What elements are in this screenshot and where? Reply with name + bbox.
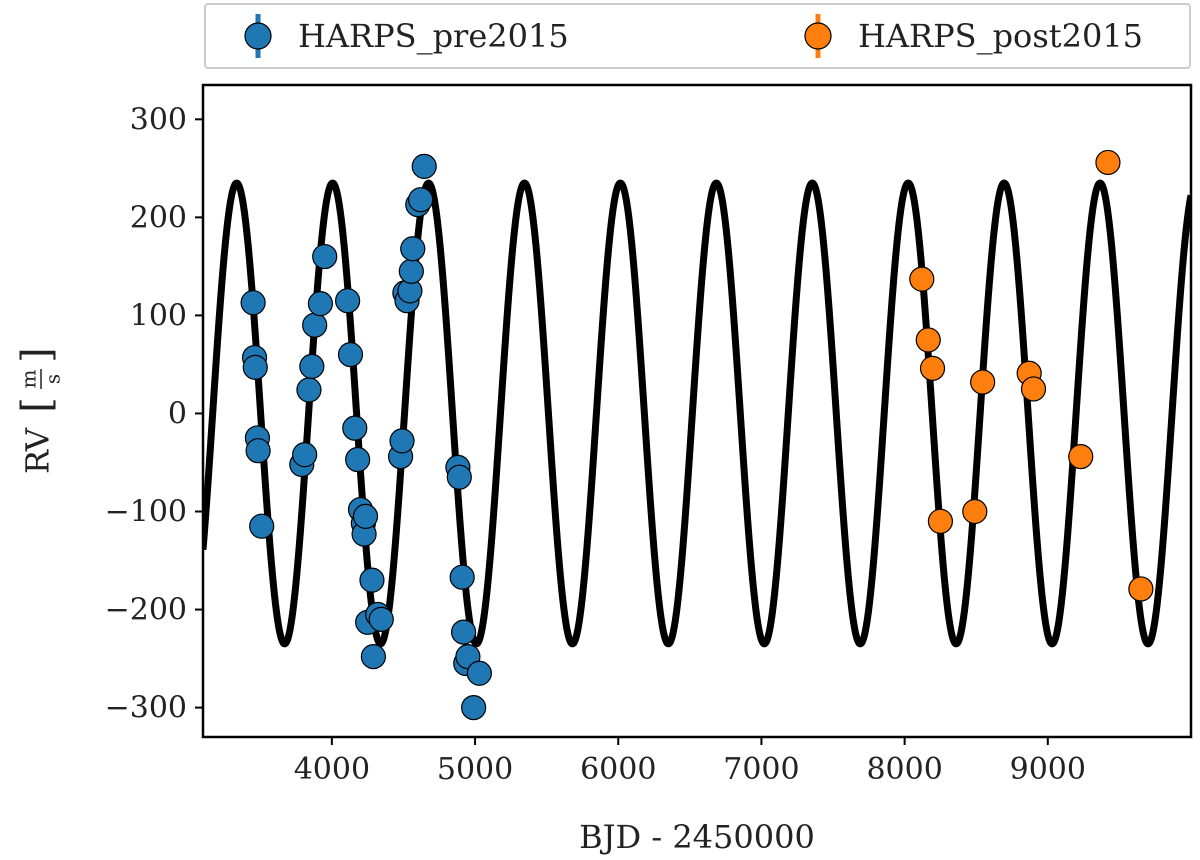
data-point-harps-pre2015-4 xyxy=(245,438,271,464)
data-point-harps-post2015-8 xyxy=(1068,443,1094,470)
data-point-harps-pre2015-35 xyxy=(411,153,437,179)
y-tick-label-200: 200 xyxy=(130,200,187,235)
data-point-harps-post2015-7 xyxy=(1020,376,1047,402)
x-tick-label-7000: 7000 xyxy=(723,752,799,787)
data-point-harps-post2015-4 xyxy=(962,498,988,525)
data-point-harps-pre2015-12 xyxy=(312,243,338,270)
x-axis-label: BJD - 2450000 xyxy=(579,818,815,856)
data-point-harps-pre2015-25 xyxy=(368,606,394,632)
y-axis-label-text: RV xyxy=(19,427,57,474)
y-tick-label--200: −200 xyxy=(105,593,187,628)
x-axis: 4000 5000 6000 7000 8000 9000 xyxy=(294,737,1086,787)
data-point-harps-pre2015-32 xyxy=(400,236,426,262)
data-point-harps-post2015-0 xyxy=(909,266,935,292)
data-point-harps-pre2015-23 xyxy=(360,643,386,670)
data-point-harps-pre2015-20 xyxy=(352,503,379,530)
data-point-harps-pre2015-42 xyxy=(461,694,487,721)
data-point-harps-pre2015-43 xyxy=(466,660,492,686)
data-point-harps-pre2015-5 xyxy=(249,513,275,539)
x-tick-label-5000: 5000 xyxy=(437,752,513,787)
y-axis-unit-bracket-left: [ xyxy=(14,397,60,413)
legend-box xyxy=(204,3,1191,69)
data-point-harps-pre2015-15 xyxy=(342,415,368,441)
data-point-harps-pre2015-22 xyxy=(359,567,385,593)
data-point-harps-post2015-1 xyxy=(915,327,941,353)
series-harps-pre2015 xyxy=(240,153,492,721)
data-point-harps-pre2015-14 xyxy=(337,342,364,368)
model-layer xyxy=(203,179,1191,648)
legend-item-harps-pre2015: HARPS_pre2015 xyxy=(244,14,569,58)
data-point-harps-pre2015-31 xyxy=(398,258,424,284)
data-point-harps-pre2015-0 xyxy=(240,290,266,316)
data-point-harps-post2015-5 xyxy=(970,369,996,395)
data-point-harps-pre2015-8 xyxy=(296,377,322,403)
y-axis-unit-bracket-right: ] xyxy=(14,347,60,363)
legend-item-harps-post2015: HARPS_post2015 xyxy=(804,14,1143,58)
y-tick-label--300: −300 xyxy=(105,691,187,726)
sine-model-curve xyxy=(203,179,1191,648)
series-harps-post2015 xyxy=(909,149,1154,602)
data-point-harps-pre2015-38 xyxy=(449,564,475,590)
data-point-harps-pre2015-10 xyxy=(302,312,328,338)
legend-label-post2015: HARPS_post2015 xyxy=(858,17,1143,55)
data-point-harps-pre2015-2 xyxy=(242,354,268,380)
x-tick-label-8000: 8000 xyxy=(866,752,942,787)
x-tick-label-9000: 9000 xyxy=(1010,752,1086,787)
data-point-harps-pre2015-11 xyxy=(307,291,334,317)
legend-marker-pre2015 xyxy=(244,22,272,50)
y-tick-label--100: −100 xyxy=(105,494,187,529)
x-tick-label-4000: 4000 xyxy=(294,752,370,787)
x-tick-label-6000: 6000 xyxy=(580,752,656,787)
legend-label-pre2015: HARPS_pre2015 xyxy=(298,17,569,55)
data-point-harps-pre2015-13 xyxy=(335,288,361,314)
data-point-harps-post2015-9 xyxy=(1095,149,1121,176)
data-point-harps-pre2015-27 xyxy=(389,428,415,454)
legend-marker-post2015 xyxy=(804,22,832,50)
data-points xyxy=(240,149,1154,721)
data-point-harps-pre2015-9 xyxy=(299,353,325,379)
data-point-harps-pre2015-7 xyxy=(292,442,318,468)
plot-frame xyxy=(201,83,1193,739)
data-point-harps-post2015-3 xyxy=(927,508,954,534)
y-axis-unit-denominator: s xyxy=(41,374,65,384)
data-point-harps-pre2015-34 xyxy=(408,187,434,213)
data-point-harps-pre2015-37 xyxy=(446,464,472,490)
y-tick-label-100: 100 xyxy=(130,298,187,333)
y-axis: 300 200 100 0 −100 −200 −300 xyxy=(105,102,203,726)
y-tick-label-0: 0 xyxy=(168,396,187,431)
data-point-harps-pre2015-39 xyxy=(451,619,477,645)
y-tick-label-300: 300 xyxy=(130,102,187,137)
data-point-harps-pre2015-16 xyxy=(345,446,371,473)
data-point-harps-post2015-10 xyxy=(1128,576,1154,602)
y-axis-unit-numerator: m xyxy=(17,369,41,388)
data-point-harps-post2015-2 xyxy=(919,355,946,381)
y-axis-label: RV [ m s ] xyxy=(14,347,65,474)
legend: HARPS_pre2015 HARPS_post2015 xyxy=(204,3,1191,69)
